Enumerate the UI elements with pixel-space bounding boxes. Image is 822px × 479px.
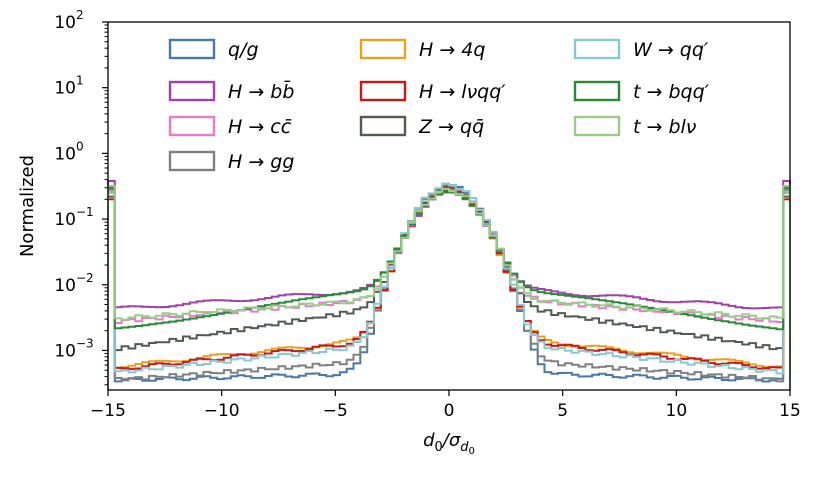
series-line (107, 186, 791, 390)
legend-item: H → cc̄ (168, 115, 292, 138)
legend-label: H → 4q (419, 39, 485, 61)
legend-item: H → gg (168, 150, 294, 173)
legend-label: W → qq′ (633, 39, 709, 61)
legend-label: q/g (228, 39, 259, 61)
legend: q/g H → bb̄ H → cc̄ H → gg H → 4q H → lνqq′ Z … (168, 38, 710, 173)
legend-item: t → bqq′ (573, 80, 710, 103)
legend-swatch (573, 38, 621, 60)
legend-label: H → gg (228, 151, 294, 173)
series-layer (107, 180, 791, 390)
legend-item: W → qq′ (573, 38, 709, 61)
y-tick-label: 100 (54, 139, 83, 164)
legend-swatch (168, 150, 216, 172)
y-tick-label: 10−2 (54, 271, 93, 296)
legend-label: H → cc̄ (228, 116, 292, 138)
legend-swatch (168, 80, 216, 102)
legend-swatch (359, 80, 407, 102)
x-tick-label: 5 (557, 401, 568, 421)
legend-swatch (573, 80, 621, 102)
y-tick-exponent: −1 (76, 205, 94, 219)
x-tick-label: 0 (444, 401, 455, 421)
legend-item: H → 4q (359, 38, 485, 61)
legend-item: Z → qq̄ (359, 115, 484, 138)
series-line (107, 184, 791, 390)
y-tick-exponent: 2 (76, 8, 84, 22)
x-axis-label: d0/σd0 (423, 430, 475, 457)
x-tick-label: 10 (666, 401, 688, 421)
legend-item: H → lνqq′ (359, 80, 506, 103)
x-tick-label: −15 (90, 401, 126, 421)
legend-swatch (359, 38, 407, 60)
legend-item: H → bb̄ (168, 79, 294, 103)
legend-swatch (359, 115, 407, 137)
legend-label: Z → qq̄ (418, 116, 484, 138)
legend-swatch (573, 115, 621, 137)
y-tick-exponent: −3 (76, 336, 94, 350)
legend-swatch (168, 115, 216, 137)
y-tick-label: 10−1 (54, 205, 93, 230)
series-line (107, 182, 791, 390)
legend-item: t → blν (573, 115, 697, 138)
y-tick-label: 10−3 (54, 336, 93, 361)
x-tick-label: −5 (323, 401, 348, 421)
legend-swatch (168, 38, 216, 60)
x-tick-label: 15 (779, 401, 801, 421)
legend-item: q/g (168, 38, 259, 61)
legend-label: t → blν (633, 116, 697, 138)
y-tick-exponent: 0 (76, 139, 84, 153)
y-tick-exponent: 1 (76, 74, 84, 88)
y-axis-label: Normalized (17, 155, 38, 257)
legend-label: H → lνqq′ (419, 81, 506, 103)
legend-label: t → bqq′ (633, 81, 710, 103)
x-axis: −15 −10 −5 0 5 10 15 (90, 390, 801, 421)
y-tick-label: 101 (54, 74, 83, 99)
y-tick-label: 102 (54, 8, 83, 33)
legend-label: H → bb̄ (228, 79, 294, 103)
x-tick-label: −10 (204, 401, 240, 421)
y-tick-exponent: −2 (76, 271, 94, 285)
